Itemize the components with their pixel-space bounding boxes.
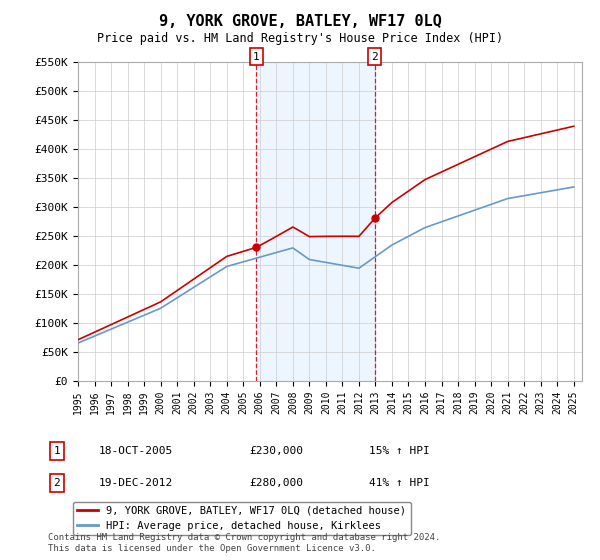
Text: 1: 1 [253,52,260,62]
Text: 2: 2 [53,478,61,488]
Text: 18-OCT-2005: 18-OCT-2005 [99,446,173,456]
Text: £230,000: £230,000 [249,446,303,456]
Text: 9, YORK GROVE, BATLEY, WF17 0LQ: 9, YORK GROVE, BATLEY, WF17 0LQ [158,14,442,29]
Text: 1: 1 [53,446,61,456]
Legend: 9, YORK GROVE, BATLEY, WF17 0LQ (detached house), HPI: Average price, detached h: 9, YORK GROVE, BATLEY, WF17 0LQ (detache… [73,502,410,535]
Text: 41% ↑ HPI: 41% ↑ HPI [369,478,430,488]
Text: £280,000: £280,000 [249,478,303,488]
Text: 19-DEC-2012: 19-DEC-2012 [99,478,173,488]
Text: 2: 2 [371,52,378,62]
Text: Price paid vs. HM Land Registry's House Price Index (HPI): Price paid vs. HM Land Registry's House … [97,32,503,45]
Text: 15% ↑ HPI: 15% ↑ HPI [369,446,430,456]
Text: Contains HM Land Registry data © Crown copyright and database right 2024.
This d: Contains HM Land Registry data © Crown c… [48,533,440,553]
Bar [256,62,375,381]
